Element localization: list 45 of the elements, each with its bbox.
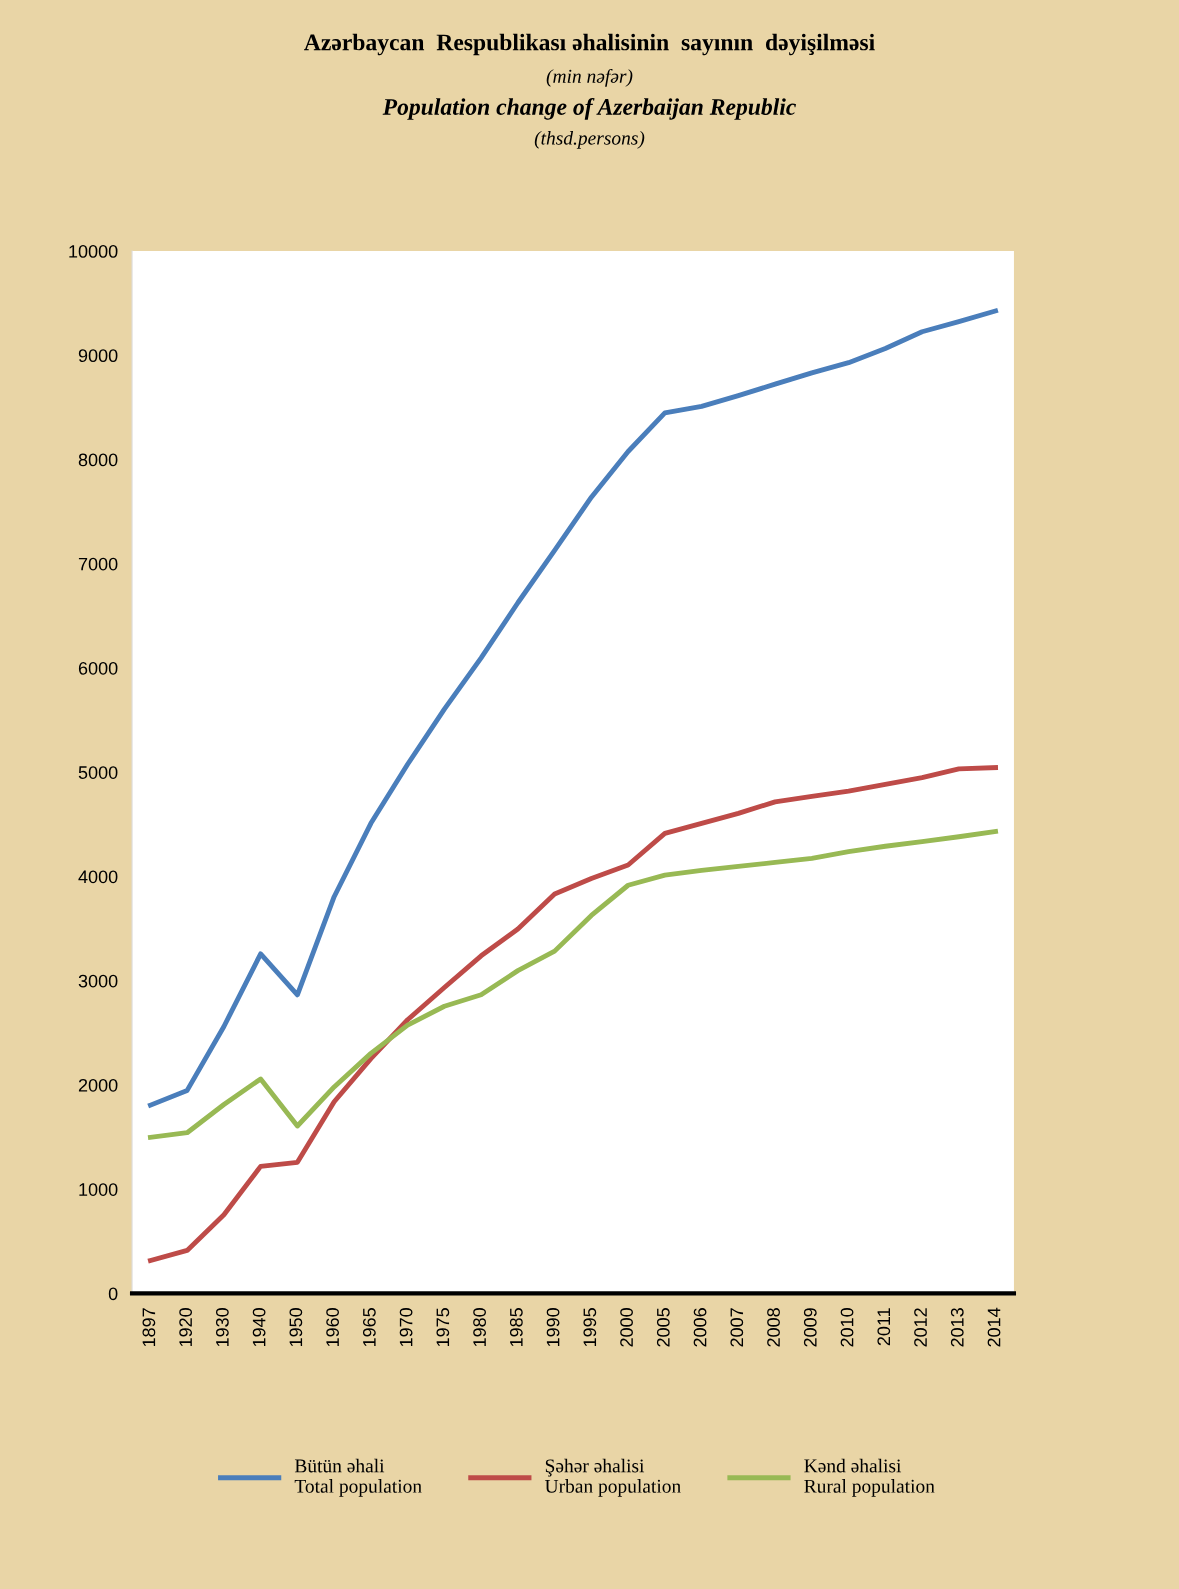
x-tick-label: 1930 xyxy=(215,1308,229,1347)
x-tick-label: 1965 xyxy=(362,1308,376,1347)
text: (thsd.persons) xyxy=(534,131,645,149)
x-tick-label: 2012 xyxy=(914,1308,927,1347)
y-tick-label: 1000 xyxy=(79,1183,118,1196)
x-tick-label: 2010 xyxy=(840,1308,854,1347)
y-tick-label: 4000 xyxy=(78,870,118,884)
x-tick-label: 2000 xyxy=(620,1308,633,1347)
x-tick-label: 2007 xyxy=(730,1308,744,1347)
x-tick-label: 2013 xyxy=(950,1308,964,1347)
legend-label: Bütün əhali Total population xyxy=(294,1458,422,1497)
y-tick-label: 2000 xyxy=(78,1078,118,1092)
x-tick-label: 2011 xyxy=(877,1308,891,1346)
x-tick-label: 1897 xyxy=(142,1308,156,1347)
line-series xyxy=(147,829,998,1140)
chart-title: Azərbaycan Respublikası əhalisinin sayının dəyişilməsi xyxy=(304,33,875,56)
x-tick-label: 2009 xyxy=(803,1308,817,1347)
x-tick-label: 2014 xyxy=(987,1307,1001,1347)
x-tick-label: 1920 xyxy=(179,1308,193,1347)
x-tick-label: 1995 xyxy=(583,1308,597,1347)
y-tick-label: 5000 xyxy=(78,766,118,779)
line-series xyxy=(147,765,998,1263)
y-tick-label: 10000 xyxy=(69,245,118,258)
text: Population change of Azerbaijan Republic xyxy=(382,98,796,120)
x-tick-label: 1960 xyxy=(326,1308,339,1347)
x-tick-label: 1985 xyxy=(509,1308,523,1347)
y-tick-label: 3000 xyxy=(78,974,118,988)
text: (min nəfər) xyxy=(546,68,633,87)
legend-label: Kənd əhalisi Rural population xyxy=(804,1458,935,1497)
line-series xyxy=(147,308,998,1108)
y-tick-label: 0 xyxy=(108,1287,118,1301)
y-tick-label: 6000 xyxy=(78,661,118,675)
x-tick-label: 2005 xyxy=(656,1308,670,1347)
y-tick-label: 8000 xyxy=(78,453,118,467)
y-tick-label: 9000 xyxy=(78,349,118,363)
x-tick-label: 1950 xyxy=(289,1308,303,1347)
x-tick-label: 1990 xyxy=(546,1308,560,1347)
x-tick-label: 2006 xyxy=(693,1308,707,1347)
legend-label: Şəhər əhalisi Urban population xyxy=(544,1458,681,1497)
x-tick-label: 1975 xyxy=(436,1308,450,1347)
x-tick-label: 1970 xyxy=(399,1308,413,1347)
x-tick-label: 2008 xyxy=(767,1308,780,1347)
x-tick-label: 1980 xyxy=(473,1308,486,1347)
y-tick-label: 7000 xyxy=(78,557,118,571)
x-tick-label: 1940 xyxy=(252,1308,266,1347)
